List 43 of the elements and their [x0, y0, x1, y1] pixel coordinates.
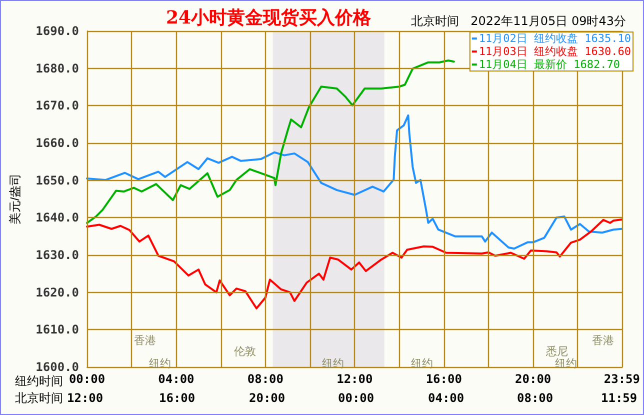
y-tick-label: 1630.0 — [36, 248, 79, 262]
x-tick-label: 08:00 — [247, 372, 284, 386]
text: 16:00 — [159, 391, 196, 405]
x-tick-label: 12:00 — [336, 372, 373, 386]
y-tick-label: 1620.0 — [36, 285, 79, 300]
annotation: 纽约 — [149, 357, 171, 370]
y-tick-label: 1600.0 — [36, 360, 79, 374]
text: 04:00 — [428, 391, 464, 405]
x-tick-label: 04:00 — [158, 372, 194, 386]
line-series — [86, 114, 623, 250]
y-tick-label: 1680.0 — [36, 61, 79, 76]
text: 北京时间 — [15, 391, 63, 405]
legend-label: 11月04日 最新价 1682.70 — [478, 58, 620, 71]
y-tick-label: 1660.0 — [36, 136, 79, 150]
text: 12:00 — [67, 391, 104, 405]
annotation: 纽约 — [411, 357, 433, 370]
legend-label: 11月03日 纽约收盘 1630.60 — [478, 45, 631, 58]
x-tick-label: 00:00 — [68, 372, 106, 386]
y-tick-label: 1670.0 — [36, 98, 79, 113]
annotation: 伦敦 — [234, 345, 256, 358]
y-axis-title: 美元/盎司 — [8, 173, 22, 225]
line-series — [86, 59, 455, 224]
y-tick-label: 1610.0 — [36, 322, 79, 337]
text: 11:59 — [601, 391, 638, 405]
x-tick-label: 16:00 — [426, 372, 462, 386]
annotation: 纽约 — [322, 357, 344, 370]
line-series — [86, 218, 623, 310]
x-tick-label: 20:00 — [515, 372, 552, 386]
annotation: 悉尼 — [545, 345, 568, 358]
legend-label: 11月02日 纽约收盘 1635.10 — [478, 32, 631, 45]
y-tick-label: 1650.0 — [36, 173, 79, 188]
text: 20:00 — [249, 391, 286, 405]
chart-title: 24小时黄金现货买入价格 — [166, 8, 372, 28]
text: 08:00 — [517, 391, 554, 405]
y-tick-label: 1690.0 — [36, 24, 79, 38]
x-axis-title: 纽约时间 — [15, 374, 64, 388]
chart-subtitle: 北京时间 2022年11月05日 09时43分 — [411, 14, 626, 28]
annotation: 香港 — [592, 334, 614, 347]
text: 00:00 — [338, 391, 374, 405]
y-tick-label: 1640.0 — [36, 210, 79, 225]
x-tick-label: 23:59 — [604, 372, 640, 386]
annotation: 纽约 — [555, 357, 577, 370]
annotation: 香港 — [134, 334, 156, 347]
